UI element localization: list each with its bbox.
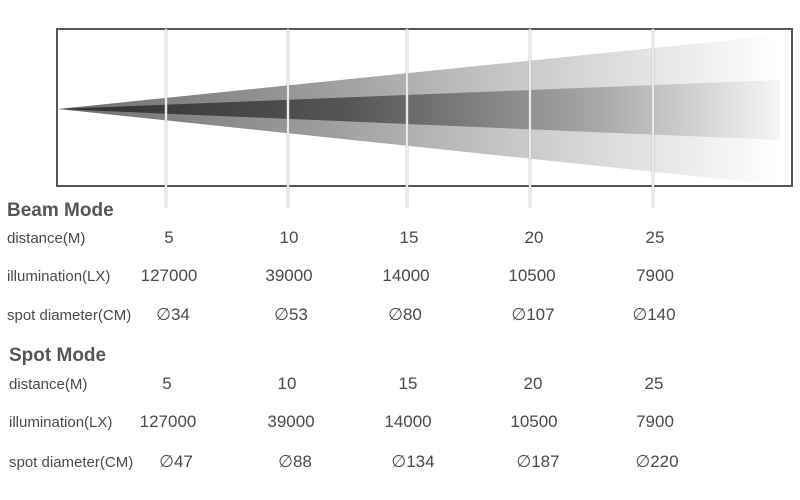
beam-illumination-label: illumination(LX) xyxy=(7,268,111,285)
spot-mode-title: Spot Mode xyxy=(9,345,107,366)
beam-distance-value: 25 xyxy=(645,228,665,247)
beam-spot-diameter-value: ∅140 xyxy=(632,305,676,324)
spot-illumination-label: illumination(LX) xyxy=(9,414,113,431)
spot-distance-value: 5 xyxy=(162,374,172,393)
distance-marker-line xyxy=(286,28,290,208)
spot-illumination-value: 39000 xyxy=(267,412,315,431)
distance-marker-line xyxy=(528,28,532,208)
spot-spot-diameter-value: ∅220 xyxy=(635,452,679,471)
spot-distance-value: 15 xyxy=(398,374,418,393)
distance-marker-line xyxy=(164,28,168,208)
spot-illumination-value: 14000 xyxy=(384,412,432,431)
beam-illumination-value: 127000 xyxy=(140,266,198,285)
beam-illumination-value: 39000 xyxy=(265,266,313,285)
beam-mode-title: Beam Mode xyxy=(7,200,114,221)
beam-spot-diameter-value: ∅53 xyxy=(274,305,308,324)
beam-distance-value: 10 xyxy=(279,228,299,247)
spot-distance-value: 20 xyxy=(523,374,543,393)
distance-marker-line xyxy=(651,28,655,208)
beam-illumination-value: 14000 xyxy=(382,266,430,285)
distance-markers xyxy=(164,28,655,208)
spot-illumination-value: 127000 xyxy=(139,412,197,431)
beam-spot-diameter-value: ∅80 xyxy=(388,305,422,324)
spot-spot-diameter-value: ∅88 xyxy=(278,452,312,471)
beam-distance-label: distance(M) xyxy=(7,230,86,247)
spot-distance-label: distance(M) xyxy=(9,376,88,393)
spot-distance-value: 10 xyxy=(277,374,297,393)
diagram-frame xyxy=(56,28,793,187)
beam-distance-value: 15 xyxy=(399,228,419,247)
beam-distance-value: 20 xyxy=(524,228,544,247)
beam-spot-diameter-label: spot diameter(CM) xyxy=(7,307,132,324)
spot-spot-diameter-value: ∅47 xyxy=(159,452,193,471)
beam-diagram xyxy=(56,28,793,208)
beam-illumination-value: 10500 xyxy=(508,266,556,285)
beam-illumination-value: 7900 xyxy=(636,266,674,285)
spot-illumination-value: 7900 xyxy=(636,412,674,431)
beam-distance-value: 5 xyxy=(164,228,174,247)
beam-spot-diameter-value: ∅107 xyxy=(511,305,555,324)
spot-distance-value: 25 xyxy=(644,374,664,393)
spot-spot-diameter-value: ∅187 xyxy=(516,452,560,471)
spot-illumination-value: 10500 xyxy=(510,412,558,431)
spot-spot-diameter-label: spot diameter(CM) xyxy=(9,454,134,471)
distance-marker-line xyxy=(405,28,409,208)
spot-spot-diameter-value: ∅134 xyxy=(391,452,435,471)
beam-spot-diameter-value: ∅34 xyxy=(156,305,190,324)
beam-inner-cone xyxy=(58,80,780,140)
